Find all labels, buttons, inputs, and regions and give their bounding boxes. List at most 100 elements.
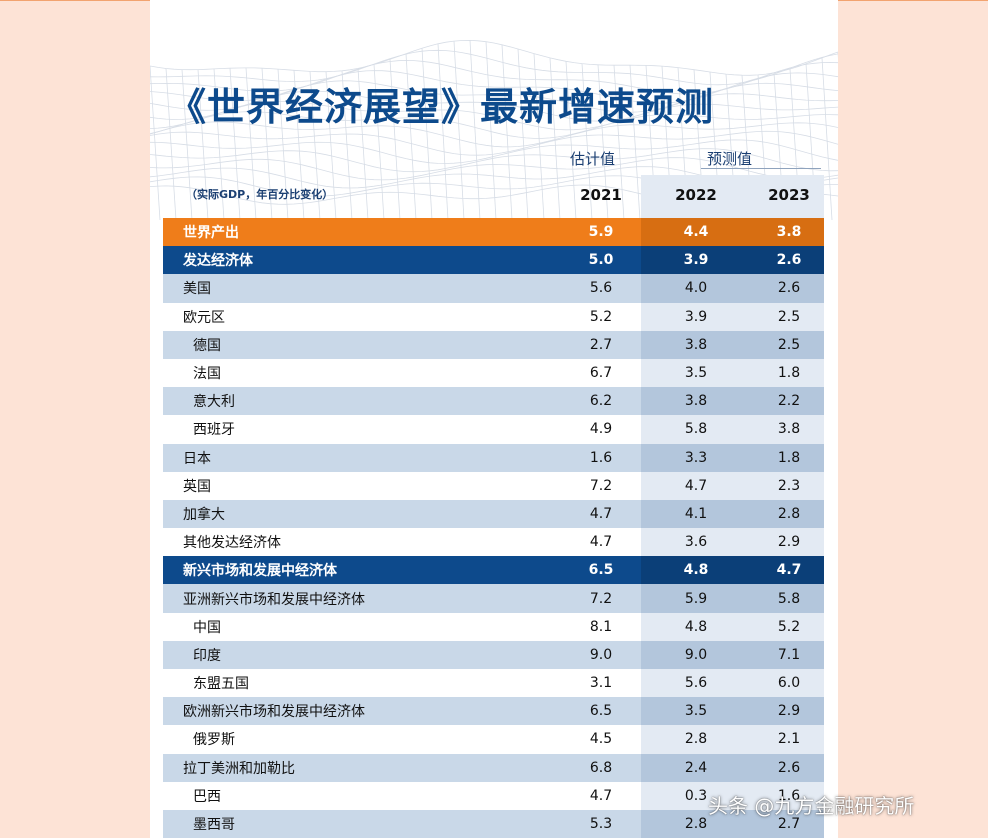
table-row: 中国 8.1 4.8 5.2	[163, 612, 824, 641]
value-2022: 3.3	[684, 449, 708, 466]
table-row: 世界产出 5.9 4.4 3.8	[163, 218, 824, 247]
region-name: 印度	[193, 647, 221, 664]
value-2021: 9.0	[589, 646, 613, 663]
region-name: 欧洲新兴市场和发展中经济体	[183, 704, 365, 721]
region-name: 法国	[193, 366, 221, 383]
projection-column-shade	[641, 330, 824, 359]
value-2023: 2.6	[777, 280, 801, 297]
value-2023: 1.6	[777, 787, 801, 804]
region-name: 亚洲新兴市场和发展中经济体	[183, 591, 365, 608]
value-2021: 6.7	[589, 365, 613, 382]
region-name: 美国	[183, 281, 211, 298]
projection-column-shade	[641, 218, 824, 247]
value-2023: 6.0	[777, 675, 801, 692]
value-2021: 8.1	[589, 618, 613, 635]
projection-column-shade	[641, 471, 824, 500]
projection-column-shade	[641, 669, 824, 698]
table-row: 东盟五国 3.1 5.6 6.0	[163, 669, 824, 698]
value-2023: 2.6	[776, 252, 802, 269]
projection-column-shade	[641, 528, 824, 557]
value-2023: 1.8	[777, 365, 801, 382]
value-2022: 5.8	[684, 421, 708, 438]
projection-column-shade	[641, 753, 824, 782]
value-2023: 2.6	[777, 759, 801, 776]
table-row: 印度 9.0 9.0 7.1	[163, 640, 824, 669]
projection-column-shade	[641, 274, 824, 303]
year-2021-header: 2021	[580, 186, 622, 204]
region-name: 俄罗斯	[193, 732, 235, 749]
value-2022: 3.9	[683, 252, 709, 269]
value-2021: 2.7	[589, 336, 613, 353]
value-2023: 2.9	[777, 534, 801, 551]
value-2023: 2.1	[777, 731, 801, 748]
projection-column-shade	[641, 246, 824, 275]
table-row: 英国 7.2 4.7 2.3	[163, 471, 824, 500]
projection-column-shade	[641, 640, 824, 669]
value-2022: 4.4	[683, 224, 709, 241]
table-row: 巴西 4.7 0.3 1.6	[163, 781, 824, 810]
projection-column-shade	[641, 443, 824, 472]
value-2021: 7.2	[589, 477, 613, 494]
region-name: 其他发达经济体	[183, 535, 281, 552]
year-2023-header: 2023	[768, 186, 810, 204]
value-2023: 7.1	[777, 646, 801, 663]
value-2021: 4.5	[589, 731, 613, 748]
region-name: 中国	[193, 619, 221, 636]
value-2021: 6.5	[588, 562, 614, 579]
table-row: 加拿大 4.7 4.1 2.8	[163, 499, 824, 529]
value-2022: 0.3	[684, 787, 708, 804]
projection-header-shade	[641, 175, 824, 220]
region-name: 西班牙	[193, 422, 235, 439]
value-2022: 3.8	[684, 393, 708, 410]
table-row: 法国 6.7 3.5 1.8	[163, 358, 824, 388]
table-row: 发达经济体 5.0 3.9 2.6	[163, 246, 824, 275]
region-name: 巴西	[193, 788, 221, 805]
value-2022: 2.8	[684, 731, 708, 748]
table-row: 其他发达经济体 4.7 3.6 2.9	[163, 528, 824, 557]
region-name: 加拿大	[183, 506, 225, 523]
value-2022: 4.0	[684, 280, 708, 297]
region-name: 日本	[183, 450, 211, 467]
value-2022: 4.8	[683, 562, 709, 579]
table-row: 西班牙 4.9 5.8 3.8	[163, 415, 824, 444]
wave-mesh-background	[150, 40, 838, 220]
value-2023: 5.2	[777, 618, 801, 635]
table-subtitle: （实际GDP，年百分比变化）	[186, 188, 334, 201]
table-row: 新兴市场和发展中经济体 6.5 4.8 4.7	[163, 556, 824, 585]
value-2021: 6.5	[589, 703, 613, 720]
report-panel: 《世界经济展望》最新增速预测 （实际GDP，年百分比变化） 估计值 预测值 20…	[150, 0, 838, 838]
value-2021: 4.7	[589, 505, 613, 522]
value-2021: 5.3	[589, 816, 613, 833]
projection-column-shade	[641, 358, 824, 388]
value-2023: 1.8	[777, 449, 801, 466]
projection-column-shade	[641, 697, 824, 726]
value-2022: 3.9	[684, 308, 708, 325]
table-row: 墨西哥 5.3 2.8 2.7	[163, 809, 824, 838]
value-2023: 2.7	[777, 816, 801, 833]
value-2021: 7.2	[589, 590, 613, 607]
table-row: 欧洲新兴市场和发展中经济体 6.5 3.5 2.9	[163, 697, 824, 726]
value-2021: 6.2	[589, 393, 613, 410]
region-name: 东盟五国	[193, 676, 249, 693]
region-name: 墨西哥	[193, 817, 235, 834]
region-name: 意大利	[193, 394, 235, 411]
value-2022: 3.5	[684, 365, 708, 382]
value-2021: 1.6	[589, 449, 613, 466]
value-2022: 3.6	[684, 534, 708, 551]
value-2021: 5.9	[588, 224, 614, 241]
table-row: 亚洲新兴市场和发展中经济体 7.2 5.9 5.8	[163, 584, 824, 613]
value-2022: 4.7	[684, 477, 708, 494]
value-2023: 2.3	[777, 477, 801, 494]
gdp-forecast-table: 世界产出 5.9 4.4 3.8 发达经济体 5.0 3.9 2.6 美国 5.6 4.0 2.6 欧元…	[163, 218, 824, 838]
value-2022: 9.0	[684, 646, 708, 663]
region-name: 欧元区	[183, 309, 225, 326]
year-2022-header: 2022	[675, 186, 717, 204]
table-row: 德国 2.7 3.8 2.5	[163, 330, 824, 359]
projection-column-shade	[641, 809, 824, 838]
value-2021: 4.9	[589, 421, 613, 438]
region-name: 发达经济体	[183, 253, 253, 270]
table-row: 意大利 6.2 3.8 2.2	[163, 387, 824, 416]
table-row: 俄罗斯 4.5 2.8 2.1	[163, 725, 824, 754]
projection-column-shade	[641, 725, 824, 754]
projection-column-shade	[641, 387, 824, 416]
